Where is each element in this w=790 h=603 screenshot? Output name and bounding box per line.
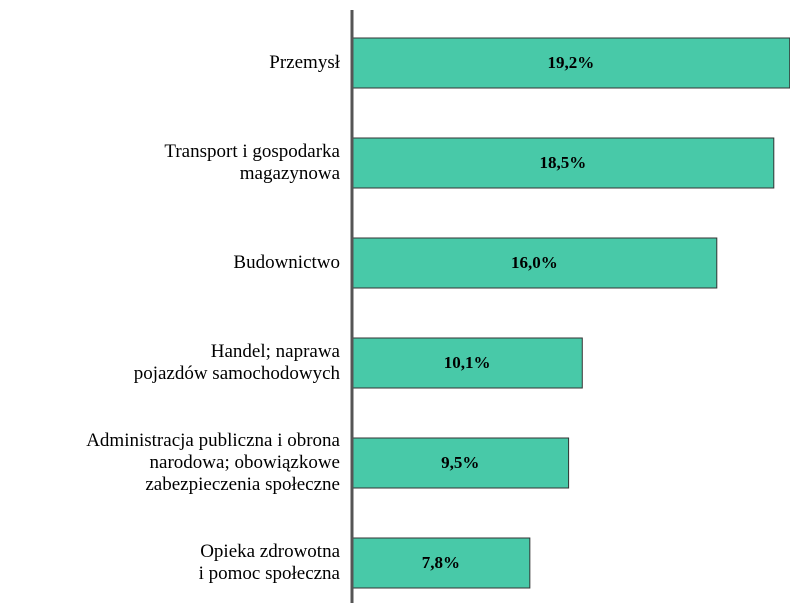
bar <box>351 537 531 589</box>
value-label: 7,8% <box>422 553 460 572</box>
value-label: 16,0% <box>511 253 558 272</box>
bar <box>351 37 790 89</box>
category-label: Przemysł <box>269 52 340 73</box>
category-label: Transport i gospodarka magazynowa <box>164 141 340 184</box>
category-label: Administracja publiczna i obrona narodow… <box>86 430 340 495</box>
value-label: 9,5% <box>441 453 479 472</box>
bar <box>351 237 718 289</box>
category-label: Handel; naprawa pojazdów samochodowych <box>133 341 340 384</box>
category-label: Budownictwo <box>233 252 340 273</box>
category-label: Opieka zdrowotna i pomoc społeczna <box>198 541 340 584</box>
value-label: 18,5% <box>540 153 587 172</box>
bar <box>351 137 775 189</box>
value-label: 19,2% <box>548 53 595 72</box>
bar <box>351 437 570 489</box>
bar <box>351 337 583 389</box>
value-label: 10,1% <box>444 353 491 372</box>
